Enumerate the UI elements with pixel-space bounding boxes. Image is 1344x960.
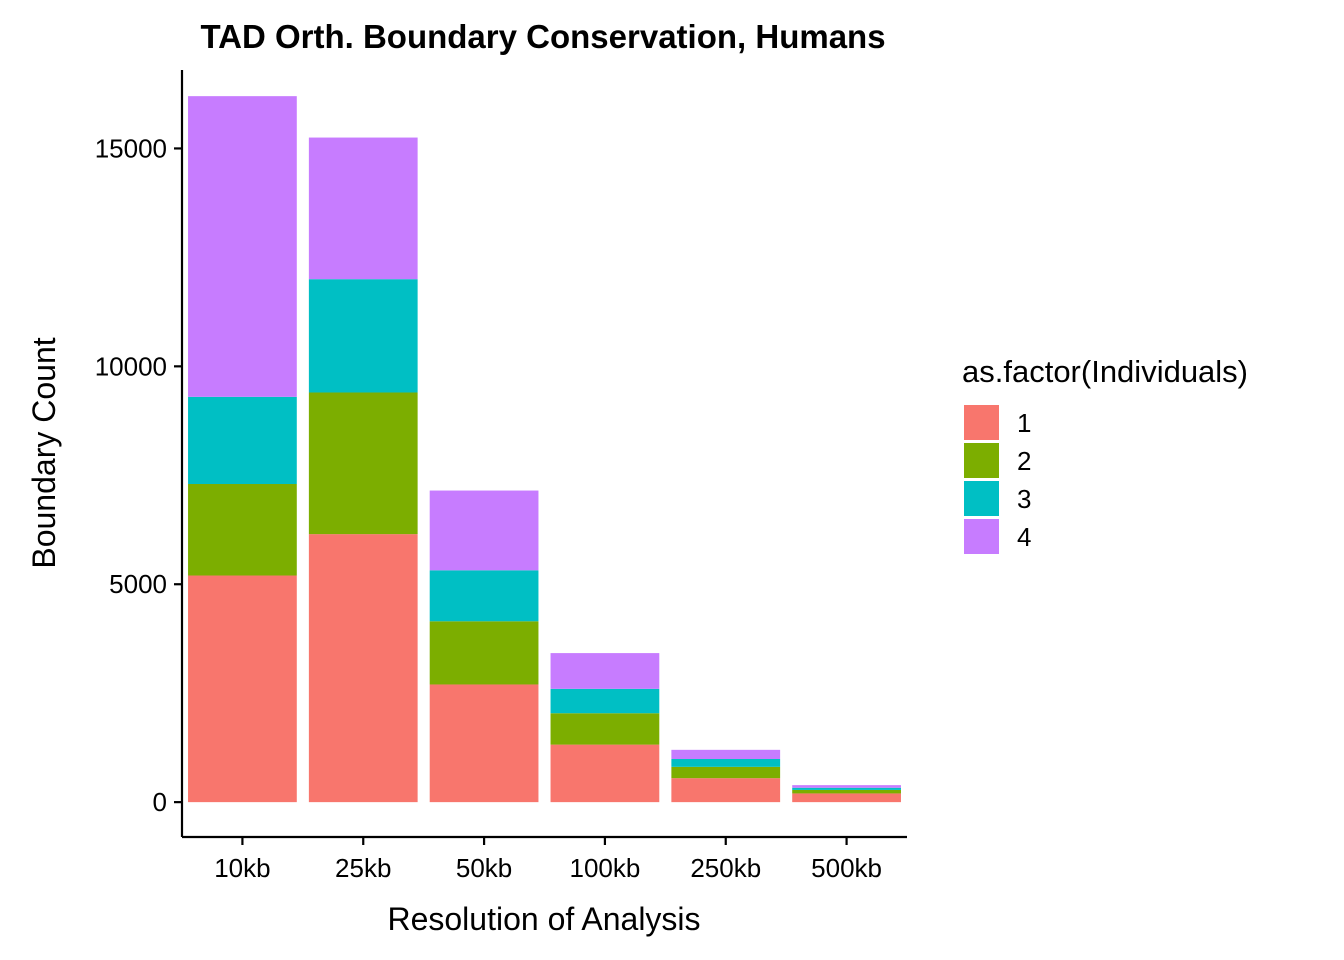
legend: as.factor(Individuals) 1 2 3 4 — [962, 354, 1248, 554]
bar-50kb-series-4 — [429, 490, 539, 571]
bar-10kb-series-2 — [188, 484, 297, 576]
bar-50kb-series-2 — [429, 621, 539, 685]
bar-500kb-series-2 — [792, 789, 901, 794]
y-ticks-layer: 0 5000 10000 15000 — [95, 133, 182, 817]
bar-50kb-series-3 — [429, 570, 539, 622]
x-tick-label-250kb: 250kb — [690, 853, 761, 883]
x-tick-label-500kb: 500kb — [811, 853, 882, 883]
legend-label-2: 2 — [1017, 446, 1031, 476]
legend-swatch-3 — [964, 481, 999, 516]
bar-100kb-series-1 — [550, 744, 660, 803]
x-axis-title: Resolution of Analysis — [387, 901, 700, 937]
x-tick-label-100kb: 100kb — [569, 853, 640, 883]
y-tick-label: 0 — [153, 787, 167, 817]
legend-label-3: 3 — [1017, 484, 1031, 514]
bar-50kb-series-1 — [429, 684, 539, 803]
bar-10kb-series-3 — [188, 396, 297, 485]
bar-250kb-series-2 — [671, 766, 781, 779]
bars-layer — [188, 96, 901, 803]
bar-250kb-series-4 — [671, 749, 781, 759]
bar-25kb-series-3 — [308, 279, 418, 393]
x-tick-label-50kb: 50kb — [456, 853, 512, 883]
legend-swatch-1 — [964, 405, 999, 440]
legend-swatch-4 — [964, 519, 999, 554]
bar-100kb-series-3 — [550, 688, 660, 714]
bar-25kb-series-4 — [308, 137, 418, 280]
legend-title: as.factor(Individuals) — [962, 354, 1248, 389]
bar-500kb-series-4 — [792, 785, 901, 788]
y-tick-label: 5000 — [109, 569, 167, 599]
y-axis-title: Boundary Count — [26, 337, 62, 568]
x-tick-label-10kb: 10kb — [214, 853, 270, 883]
x-tick-label-25kb: 25kb — [335, 853, 391, 883]
bar-500kb-series-3 — [792, 787, 901, 790]
bar-100kb-series-4 — [550, 653, 660, 689]
bar-10kb-series-1 — [188, 575, 297, 803]
bar-10kb-series-4 — [188, 96, 297, 397]
chart-title: TAD Orth. Boundary Conservation, Humans — [200, 18, 885, 55]
x-ticks-layer: 10kb 25kb 50kb 100kb 250kb 500kb — [214, 837, 882, 883]
y-tick-label: 10000 — [95, 351, 167, 381]
bar-25kb-series-2 — [308, 392, 418, 535]
legend-label-4: 4 — [1017, 522, 1031, 552]
bar-250kb-series-1 — [671, 778, 781, 803]
bar-100kb-series-2 — [550, 713, 660, 745]
y-tick-label: 15000 — [95, 133, 167, 163]
legend-label-1: 1 — [1017, 408, 1031, 438]
legend-items: 1 2 3 4 — [964, 405, 1031, 554]
bar-500kb-series-1 — [792, 793, 901, 803]
bar-25kb-series-1 — [308, 534, 418, 803]
bar-250kb-series-3 — [671, 758, 781, 767]
legend-swatch-2 — [964, 443, 999, 478]
